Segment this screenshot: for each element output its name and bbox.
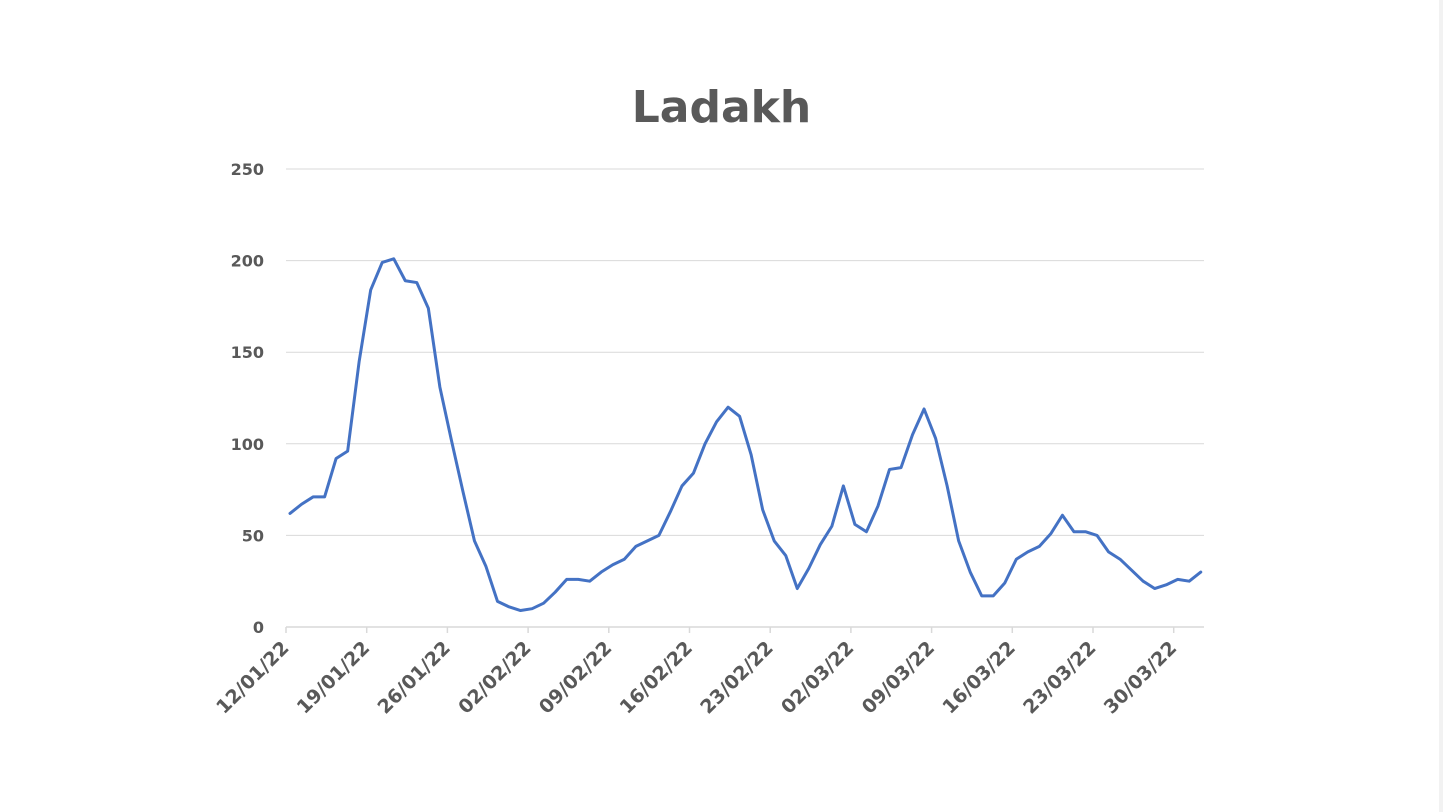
- x-tick-label: 19/01/22: [293, 637, 374, 718]
- y-axis-tick-labels: 0 50 100 150 200 250: [231, 160, 264, 637]
- series-layer: [288, 257, 1203, 613]
- x-tick-label: 12/01/22: [212, 637, 293, 718]
- y-tick-label: 200: [231, 252, 264, 271]
- x-tick-label: 26/01/22: [373, 637, 454, 718]
- x-tick-label: 23/03/22: [1019, 637, 1100, 718]
- x-axis: [285, 626, 1204, 633]
- y-tick-label: 50: [242, 526, 264, 545]
- x-tick-label: 09/03/22: [858, 637, 939, 718]
- x-tick-label: 23/02/22: [696, 637, 777, 718]
- x-tick-label: 16/02/22: [616, 637, 697, 718]
- y-tick-label: 100: [231, 435, 264, 454]
- x-tick-label: 16/03/22: [938, 637, 1019, 718]
- x-axis-tick-labels: 12/01/22 19/01/22 26/01/22 02/02/22 09/02/22…: [212, 637, 1181, 718]
- window-edge: [1439, 0, 1443, 812]
- x-tick-label: 02/02/22: [454, 637, 535, 718]
- x-tick-label: 02/03/22: [777, 637, 858, 718]
- chart-title: Ladakh: [631, 82, 812, 133]
- y-tick-label: 0: [253, 618, 264, 637]
- y-tick-label: 150: [231, 343, 264, 362]
- gridlines: [286, 168, 1204, 536]
- x-tick-label: 09/02/22: [535, 637, 616, 718]
- y-tick-label: 250: [231, 160, 264, 179]
- x-tick-label: 30/03/22: [1100, 637, 1181, 718]
- series-line: [288, 257, 1203, 613]
